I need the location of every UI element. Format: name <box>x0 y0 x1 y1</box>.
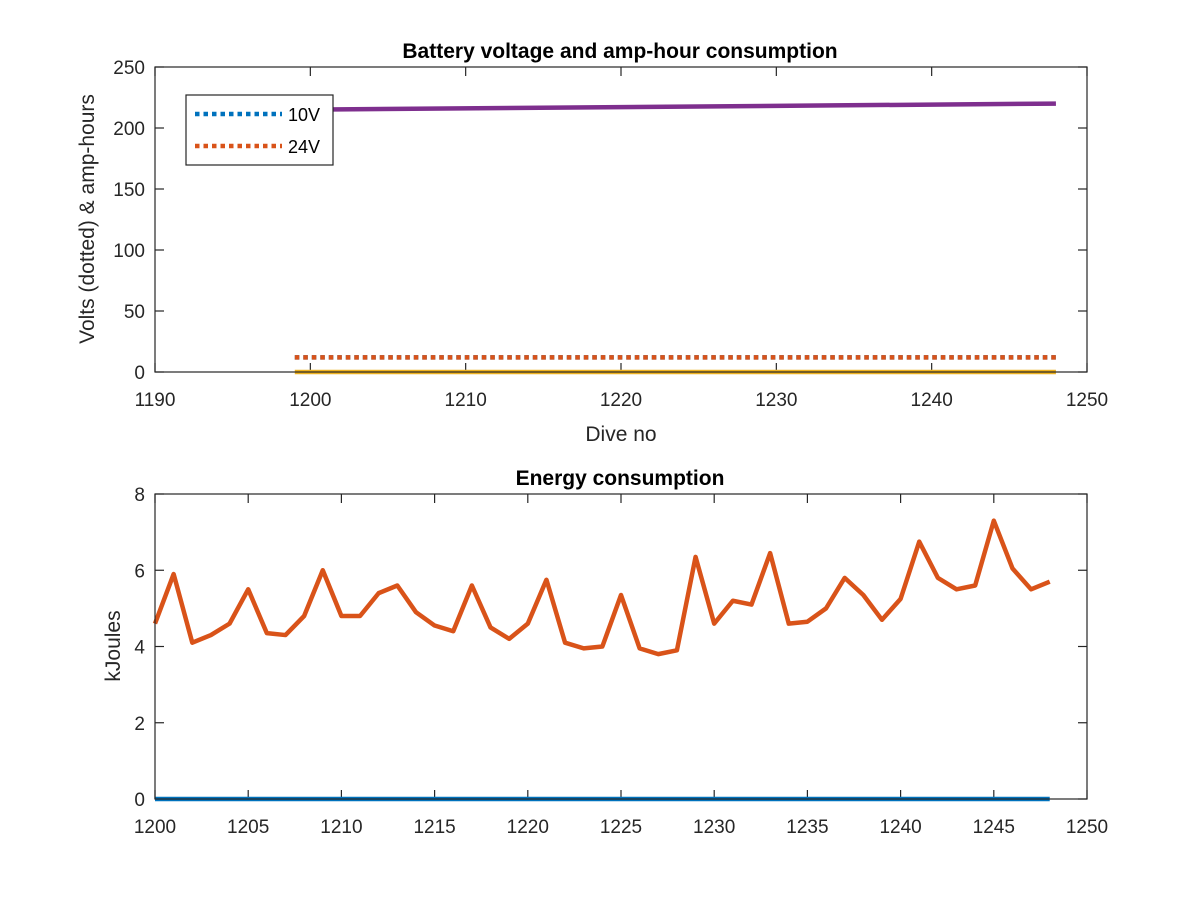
bottom-chart-title: Energy consumption <box>516 467 725 490</box>
x-tick-label: 1200 <box>134 817 176 838</box>
y-tick-label: 150 <box>113 180 145 201</box>
x-tick-label: 1240 <box>879 817 921 838</box>
y-tick-label: 250 <box>113 58 145 79</box>
x-tick-label: 1245 <box>973 817 1015 838</box>
top-chart-tick-labels: 1190 1200 1210 1220 1230 1240 1250 0 50 100 150 200… <box>113 58 1108 411</box>
top-chart-lines <box>294 101 1056 375</box>
x-tick-label: 1240 <box>911 390 953 411</box>
x-tick-label: 1210 <box>445 390 487 411</box>
top-chart-title: Battery voltage and amp-hour consumption <box>402 40 837 63</box>
x-tick-label: 1215 <box>413 817 455 838</box>
x-tick-label: 1235 <box>786 817 828 838</box>
y-tick-label: 100 <box>113 241 145 262</box>
x-tick-label: 1250 <box>1066 390 1108 411</box>
top-chart-frame <box>154 66 1088 373</box>
y-tick-label: 50 <box>124 302 145 323</box>
x-tick-label: 1225 <box>600 817 642 838</box>
legend-label-10v: 10V <box>288 105 320 125</box>
top-subplot: Battery voltage and amp-hour consumption… <box>76 40 1108 446</box>
x-tick-label: 1200 <box>289 390 331 411</box>
legend-label-24v: 24V <box>288 137 320 157</box>
x-tick-label: 1230 <box>693 817 735 838</box>
top-chart-ylabel: Volts (dotted) & amp-hours <box>76 94 99 344</box>
y-tick-label: 4 <box>134 638 145 659</box>
y-tick-label: 0 <box>134 363 145 384</box>
x-tick-label: 1250 <box>1066 817 1108 838</box>
series-line-0-3 <box>294 101 1056 112</box>
bottom-chart-frame <box>154 493 1088 800</box>
x-tick-label: 1220 <box>600 390 642 411</box>
x-tick-label: 1230 <box>755 390 797 411</box>
bottom-chart-ticks <box>154 493 1088 800</box>
y-tick-label: 0 <box>134 790 145 811</box>
top-chart-xlabel: Dive no <box>585 423 656 446</box>
bottom-subplot: Energy consumption 1200 1205 1210 1215 1220 1… <box>102 467 1108 838</box>
y-tick-label: 2 <box>134 714 145 735</box>
x-tick-label: 1190 <box>135 390 176 411</box>
y-tick-label: 8 <box>134 485 145 506</box>
bottom-chart-lines <box>152 518 1051 802</box>
x-tick-label: 1205 <box>227 817 269 838</box>
bottom-chart-tick-labels: 1200 1205 1210 1215 1220 1225 1230 1235 1240 1245… <box>134 485 1108 838</box>
bottom-chart-ylabel: kJoules <box>102 610 125 681</box>
legend-box <box>185 94 334 166</box>
x-tick-label: 1220 <box>507 817 549 838</box>
y-tick-label: 6 <box>134 561 145 582</box>
x-tick-label: 1210 <box>320 817 362 838</box>
top-chart-legend: 10V 24V <box>185 94 334 166</box>
series-line-1-0 <box>152 518 1051 657</box>
y-tick-label: 200 <box>113 119 145 140</box>
